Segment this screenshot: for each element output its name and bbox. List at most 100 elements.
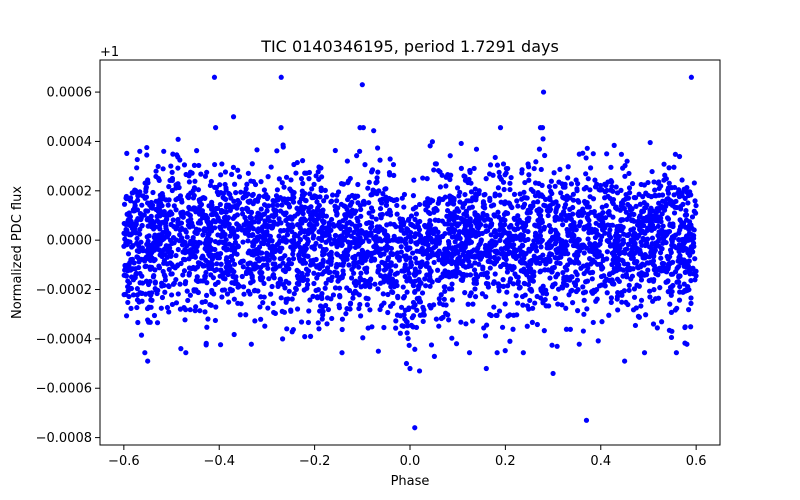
data-point [334,251,340,257]
data-point [580,284,586,290]
data-point [471,165,477,172]
data-point [687,252,693,259]
data-point [462,290,468,296]
data-point [357,235,363,242]
data-point [614,190,621,196]
data-point [270,273,276,279]
data-point [427,210,433,217]
data-point [291,189,297,196]
x-tick-label: −0.6 [108,454,140,469]
data-point [332,147,338,154]
data-point [473,146,480,152]
data-point [207,238,213,245]
data-point [226,299,232,305]
data-point [229,171,235,177]
data-point [410,313,417,319]
data-point [139,223,145,229]
data-point [161,282,167,289]
data-point [286,280,292,286]
data-point [640,194,646,200]
data-point [366,179,372,185]
data-point [470,318,476,324]
data-point [264,203,270,209]
data-point [234,234,240,240]
data-point [679,219,685,225]
data-point [273,264,279,271]
data-point [251,219,257,225]
data-point [204,169,210,175]
data-point [671,164,677,170]
data-point [573,269,579,275]
data-point [659,227,665,233]
data-point [259,270,265,276]
data-point [310,293,316,299]
data-point [428,268,434,274]
data-point [306,308,312,314]
data-point [213,304,219,310]
data-point [209,287,215,294]
data-point [675,264,682,270]
data-point [147,215,153,221]
data-point [288,244,294,250]
data-point [381,300,387,306]
data-point [148,220,154,226]
data-point [170,217,176,223]
data-point [630,226,637,232]
data-point [298,176,305,182]
data-point [445,207,451,214]
data-point [171,203,177,209]
data-point [346,262,352,268]
data-point [252,318,258,324]
data-point [343,311,349,317]
data-point [481,192,487,198]
data-point [206,221,212,227]
data-point [547,275,553,281]
data-point [352,195,358,201]
data-point [439,218,445,224]
data-point [257,304,263,310]
data-point [229,204,235,210]
data-point [638,277,645,283]
data-point [502,301,508,307]
data-point [463,321,469,327]
data-point [365,325,371,331]
data-point [123,193,130,200]
data-point [599,266,605,272]
data-point [223,257,229,263]
data-point [355,231,361,238]
data-point [240,284,247,290]
data-point [235,167,241,173]
data-point [576,223,582,229]
data-point [127,265,133,272]
data-point [277,256,283,262]
data-point [647,139,653,146]
data-point [304,271,310,277]
data-point [691,235,697,241]
data-point [314,275,320,281]
data-point [148,297,154,303]
data-point [240,239,246,245]
data-point [385,264,391,270]
data-point [219,287,226,293]
data-point [231,181,238,187]
data-point [626,185,633,191]
data-point [195,220,202,226]
data-point [458,271,465,277]
data-point [528,286,534,293]
data-point [568,238,574,244]
data-point [319,230,325,236]
data-point [342,215,349,222]
data-point [140,280,146,286]
data-point [573,177,579,183]
data-point [576,151,582,157]
data-point [484,322,490,328]
data-point [173,197,179,203]
data-point [230,114,237,120]
data-point [433,316,439,322]
data-point [446,317,452,323]
data-point [300,190,307,197]
data-point [678,224,684,230]
data-point [429,239,436,245]
data-point [270,202,276,208]
x-axis-label: Phase [391,474,430,489]
